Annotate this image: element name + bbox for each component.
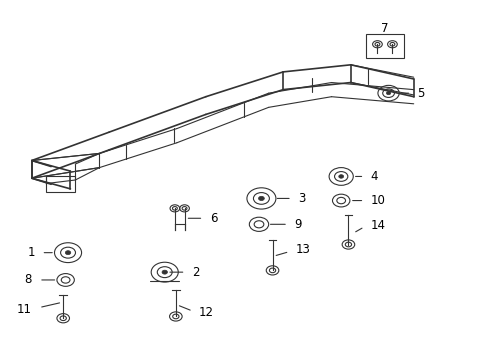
Circle shape <box>258 196 264 201</box>
Text: 11: 11 <box>17 303 32 316</box>
Text: 7: 7 <box>381 22 388 35</box>
Bar <box>366 33 403 58</box>
Text: 5: 5 <box>416 87 424 100</box>
Text: 9: 9 <box>294 218 301 231</box>
Text: 4: 4 <box>369 170 377 183</box>
Text: 10: 10 <box>369 194 384 207</box>
Text: 8: 8 <box>24 274 32 287</box>
Text: 2: 2 <box>192 266 200 279</box>
Text: 6: 6 <box>209 212 217 225</box>
Text: 12: 12 <box>199 306 214 319</box>
Bar <box>46 176 75 192</box>
Text: 3: 3 <box>298 192 305 205</box>
Circle shape <box>162 270 167 274</box>
Circle shape <box>338 175 343 178</box>
Text: 14: 14 <box>369 219 385 231</box>
Circle shape <box>65 251 71 255</box>
Text: 1: 1 <box>27 246 35 259</box>
Circle shape <box>386 91 390 95</box>
Text: 13: 13 <box>295 243 310 256</box>
